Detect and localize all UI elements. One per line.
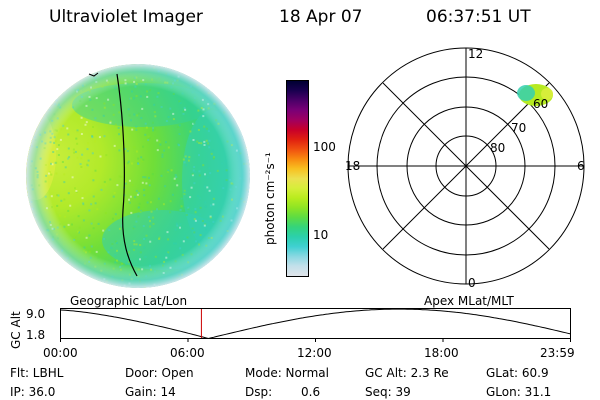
terminator-line [116,73,138,277]
mlt-label-12: 12 [468,47,483,61]
x-tick-12-00: 12:00 [297,346,332,360]
status-dsp-value: 0.6 [301,385,321,399]
observation-time: 06:37:51 UT [426,7,531,27]
mlat-label-70: 70 [511,121,526,135]
observation-date: 18 Apr 07 [279,7,363,27]
limb-mark [88,72,99,77]
y-tick-9-0: 9.0 [26,307,46,321]
x-tick-00-00: 00:00 [43,346,78,360]
status-glon: GLon: 31.1 [486,385,552,399]
mlt-label-00: 0 [468,276,476,290]
color-scale-bar [286,80,309,277]
y-tick-1-8: 1.8 [26,328,46,342]
geographic-coords-label: Geographic Lat/Lon [70,294,188,308]
status-dsp-label: Dsp: [245,385,273,399]
uv-image-disk [26,64,250,288]
polar-diagonal-2 [382,82,550,250]
colorbar-tick-100: 100 [313,140,336,154]
polar-mlat-mlt-plot: 12 18 6 0 60 70 80 [345,47,585,290]
instrument-title: Ultraviolet Imager [49,7,203,27]
status-ip: IP: 36.0 [10,385,56,399]
gc-alt-axis-title: GC Alt [9,311,23,349]
mlt-label-06: 6 [577,159,585,173]
apex-coords-label: Apex MLat/MLT [424,294,514,308]
mlt-label-18: 18 [345,159,360,173]
colorbar-tick-10: 10 [313,228,329,242]
timeline-frame [60,308,571,339]
status-door: Door: Open [125,366,194,380]
x-tick-06-00: 06:00 [170,346,205,360]
orbit-altitude-timeline [60,308,571,342]
mlat-label-80: 80 [490,141,505,155]
x-tick-18-00: 18:00 [424,346,459,360]
orbit-altitude-curve [60,308,571,340]
status-filter: Flt: LBHL [10,366,64,380]
colorbar-unit-label: photon cm⁻²s⁻¹ [263,152,277,245]
status-seq: Seq: 39 [365,385,411,399]
status-gain: Gain: 14 [125,385,176,399]
mlat-label-60: 60 [533,97,548,111]
status-glat: GLat: 60.9 [486,366,549,380]
status-gc-alt: GC Alt: 2.3 Re [365,366,449,380]
status-mode: Mode: Normal [245,366,329,380]
x-tick-23-59: 23:59 [540,346,575,360]
